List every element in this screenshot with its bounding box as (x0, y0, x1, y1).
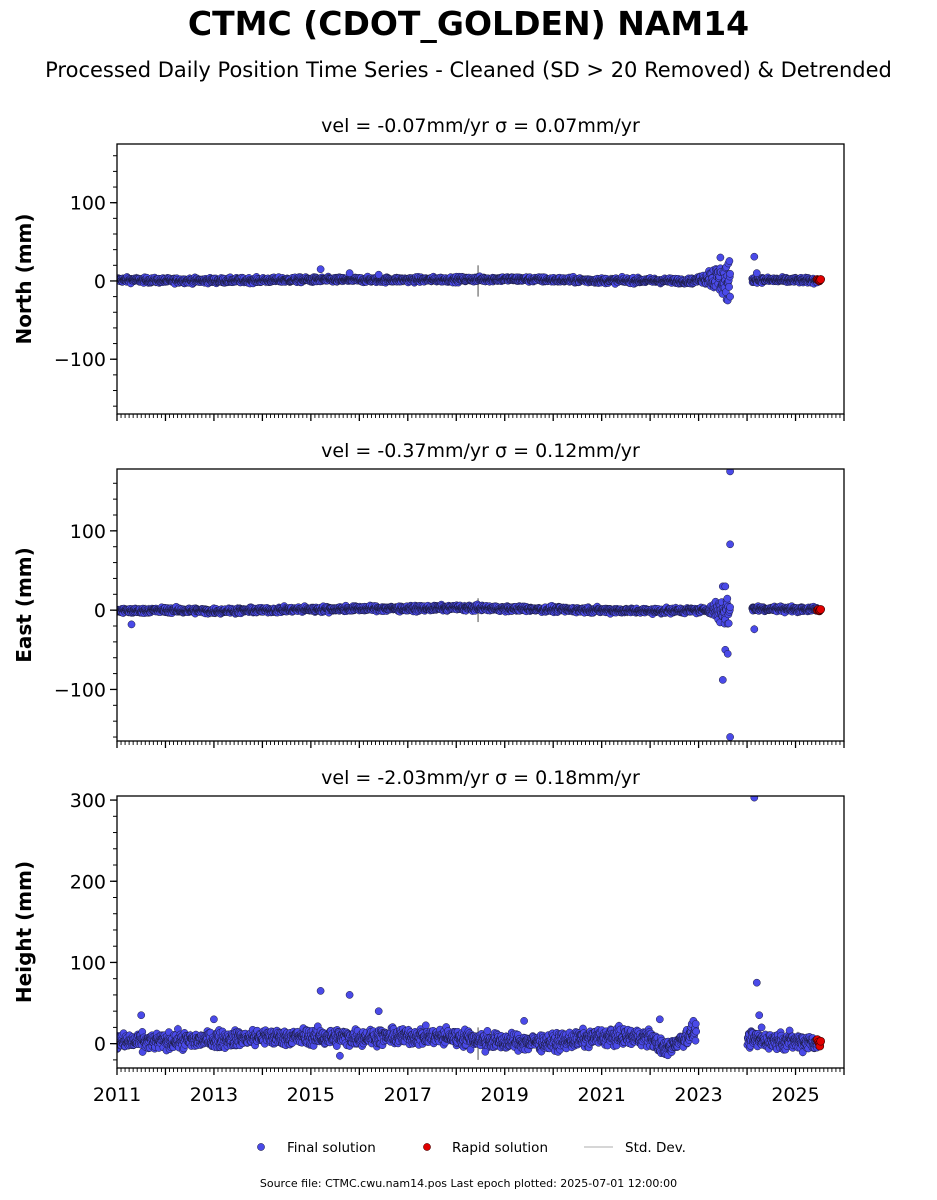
plot-area (117, 469, 826, 741)
final-solution-point (725, 283, 733, 291)
y-tick-label: 0 (94, 271, 106, 293)
chart-subtitle: Processed Daily Position Time Series - C… (45, 58, 892, 82)
rapid-solution-point (816, 275, 826, 284)
chart-title: CTMC (CDOT_GOLDEN) NAM14 (187, 4, 750, 43)
final-solution-point (750, 252, 759, 261)
final-solution-point (374, 270, 383, 279)
panel-north: −100 0 100 vel = -0.07mm/yr σ = 0.07mm/yr No… (12, 115, 845, 421)
final-solution-point (716, 253, 725, 262)
y-tick-label: 100 (70, 193, 106, 215)
plot-area (117, 252, 826, 305)
y-tick-label: −100 (54, 349, 106, 371)
final-solution-point (725, 257, 734, 265)
y-axis-label: North (mm) (12, 213, 36, 344)
final-solution-point (345, 269, 354, 277)
panel-title: vel = -0.07mm/yr σ = 0.07mm/yr (321, 115, 640, 137)
final-solution-point (752, 269, 761, 277)
final-solution-point (316, 265, 325, 274)
final-solution-point (726, 292, 734, 301)
final-solution-point (726, 269, 734, 278)
